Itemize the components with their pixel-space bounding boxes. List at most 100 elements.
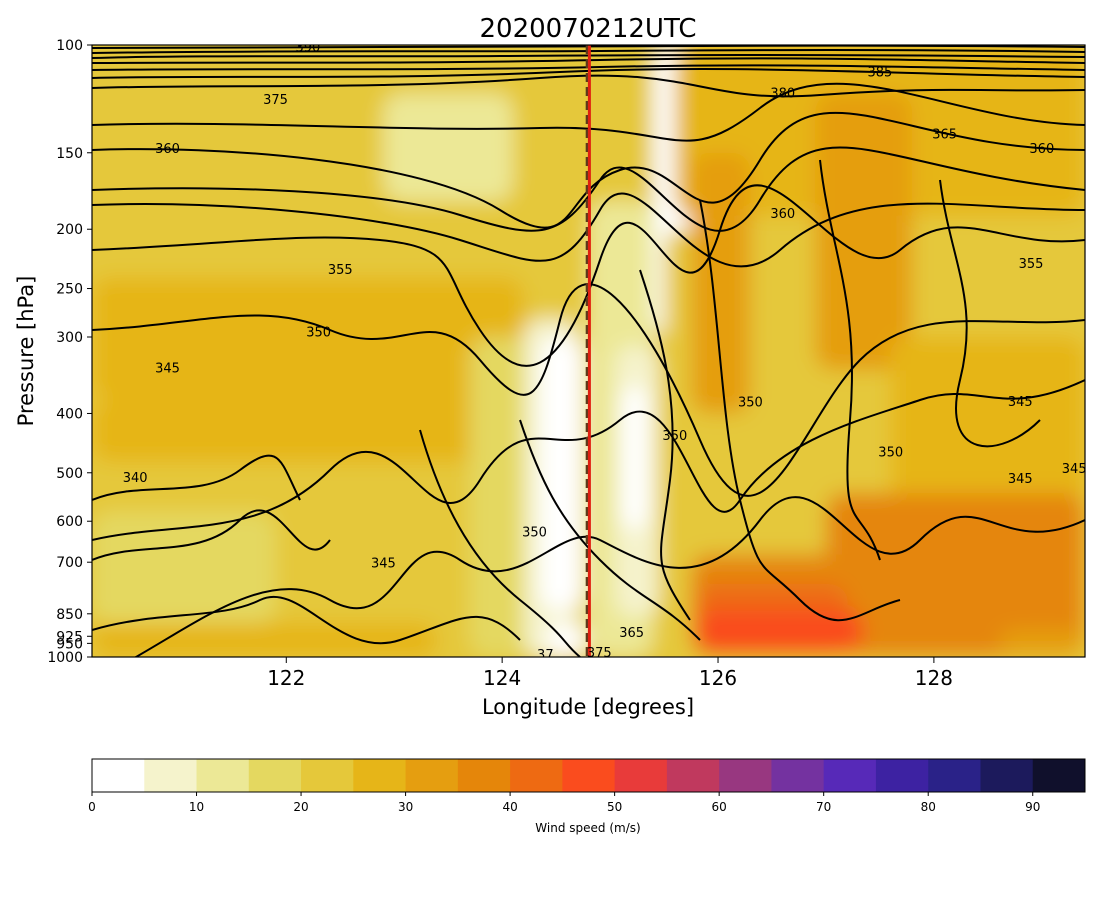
theta-contour-lines [92, 45, 1085, 657]
theta-contour-label: 340 [123, 471, 148, 486]
colorbar-tick-label: 0 [88, 800, 96, 814]
theta-contour-label-text: 385 [868, 66, 893, 81]
theta-contour-line [92, 82, 1085, 142]
theta-contour-label-text: 380 [770, 86, 795, 101]
colorbar-segment [301, 759, 354, 792]
theta-contour-line [92, 54, 1085, 59]
colorbar-frame [91, 758, 1086, 793]
colorbar-segment [928, 759, 981, 792]
theta-contour-label: 37 [537, 648, 554, 663]
colorbar-label: Wind speed (m/s) [535, 821, 640, 835]
colorbar-tick-label: 20 [293, 800, 308, 814]
wind-speed-region [890, 525, 978, 617]
theta-contour-line [92, 192, 1085, 268]
theta-contour-label: 360 [770, 207, 795, 222]
theta-contour-label-text: 345 [1008, 395, 1033, 410]
theta-contour-label-text: 350 [738, 396, 763, 411]
wind-speed-region [890, 336, 1085, 503]
theta-contour-line [92, 184, 1085, 367]
theta-contour-label-text: 360 [1029, 142, 1054, 157]
theta-contour-label: 365 [619, 626, 644, 641]
colorbar-segment [353, 759, 407, 792]
theta-contour-line [134, 496, 1085, 657]
theta-contour-line [92, 64, 1085, 71]
wind-speed-region [620, 385, 648, 530]
x-tick-label: 122 [267, 666, 305, 690]
theta-contour-label-text: 365 [932, 127, 957, 142]
y-tick-label: 500 [56, 466, 83, 482]
theta-contour-label-text: 350 [662, 429, 687, 444]
y-tick-label: 400 [56, 406, 83, 422]
theta-contour-label: 345 [1062, 462, 1085, 477]
wind-speed-region [92, 277, 524, 400]
y-tick-label: 300 [56, 330, 83, 346]
theta-contour-line [639, 269, 691, 621]
theta-contour-labels: 390 375 360 380 385 365 360 360 355 355 350 345 350 3… [123, 41, 1085, 663]
wind-speed-region [92, 399, 492, 462]
colorbar-tick-label: 70 [816, 800, 831, 814]
x-tick-label: 126 [699, 666, 737, 690]
theta-contour-line [92, 49, 1085, 54]
theta-contour-label: 350 [306, 326, 331, 341]
theta-contour-label: 345 [1008, 472, 1033, 487]
plot-frame [91, 44, 1086, 658]
theta-contour-label: 355 [1019, 257, 1044, 272]
y-tick-label: 150 [56, 146, 83, 162]
colorbar-tick-label: 40 [502, 800, 517, 814]
colorbar-segment [510, 759, 563, 792]
theta-contour-label-text: 390 [295, 41, 320, 56]
x-tick-label: 124 [483, 666, 521, 690]
y-tick-label: 1000 [47, 650, 83, 666]
colorbar-segment [1032, 759, 1086, 792]
theta-contour-label-text: 375 [263, 93, 288, 108]
y-tick-label: 850 [56, 607, 83, 623]
theta-contour-label-text: 360 [770, 207, 795, 222]
theta-contour-line [92, 67, 1085, 79]
theta-contour-label-text: 350 [306, 326, 331, 341]
theta-contour-label: 375 [263, 93, 288, 108]
theta-contour-line [92, 595, 521, 645]
x-axis-label: Longitude [degrees] [482, 695, 694, 719]
wind-speed-region [696, 610, 864, 651]
colorbar-segment [196, 759, 250, 792]
theta-contour-line [92, 454, 301, 501]
theta-contour-line [939, 179, 1041, 448]
y-tick-label: 100 [56, 38, 83, 54]
theta-contour-line [699, 199, 901, 622]
colorbar-tick-label: 90 [1025, 800, 1040, 814]
wind-speed-region [469, 336, 535, 657]
y-axis-label: Pressure [hPa] [14, 276, 38, 427]
theta-contour-label: 350 [662, 429, 687, 444]
colorbar-segment [248, 759, 302, 792]
theta-contour-label-text: 375 [587, 646, 612, 661]
theta-contour-label: 390 [295, 41, 320, 56]
colorbar-tick-label: 30 [398, 800, 413, 814]
theta-contour-label: 345 [155, 362, 180, 377]
theta-contour-label-text: 345 [1008, 472, 1033, 487]
theta-contour-label: 355 [328, 263, 353, 278]
wind-speed-region [998, 628, 1085, 657]
theta-contour-label-text: 345 [155, 362, 180, 377]
colorbar-tick-label: 10 [189, 800, 204, 814]
theta-contour-line [419, 429, 581, 657]
theta-contour-label: 360 [155, 142, 180, 157]
theta-contour-line [92, 283, 1085, 497]
colorbar-segment [980, 759, 1034, 792]
y-tick-label: 600 [56, 514, 83, 530]
theta-contour-label-text: 360 [155, 142, 180, 157]
wind-speed-filled-contours [92, 45, 1085, 657]
y-tick-label: 925 [56, 629, 83, 645]
theta-contour-label-text: 37 [537, 648, 554, 663]
x-axis: 122 124 126 128 [267, 657, 953, 690]
chart-title: 2020070212UTC [480, 14, 697, 44]
theta-contour-label: 365 [932, 127, 957, 142]
wind-speed-region [92, 512, 276, 624]
theta-contour-label: 345 [371, 556, 396, 571]
colorbar [92, 759, 1086, 792]
colorbar-ticks: 0 10 20 30 40 50 60 70 80 90 [88, 792, 1040, 814]
theta-contour-label: 385 [868, 66, 893, 81]
theta-contour-line [92, 379, 1085, 541]
theta-contour-line [92, 45, 1085, 49]
theta-contour-label: 350 [878, 445, 903, 460]
